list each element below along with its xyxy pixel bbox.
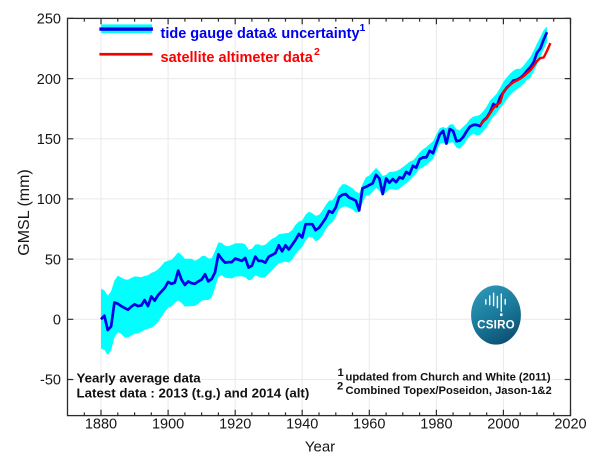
svg-text:updated from Church and White: updated from Church and White (2011) — [346, 371, 551, 383]
svg-text:Combined Topex/Poseidon, Jason: Combined Topex/Poseidon, Jason-1&2 — [346, 385, 552, 397]
svg-text:GMSL (mm): GMSL (mm) — [16, 169, 33, 256]
svg-text:satellite altimeter data: satellite altimeter data — [161, 50, 314, 66]
svg-text:-50: -50 — [40, 373, 61, 389]
svg-text:Yearly average data: Yearly average data — [77, 370, 202, 385]
svg-text:Latest data : 2013 (t.g.) and: Latest data : 2013 (t.g.) and 2014 (alt) — [77, 385, 310, 400]
svg-text:1960: 1960 — [353, 417, 385, 433]
svg-text:1940: 1940 — [286, 417, 318, 433]
svg-text:1900: 1900 — [152, 417, 184, 433]
svg-text:0: 0 — [53, 313, 61, 329]
svg-text:tide gauge data& uncertainty: tide gauge data& uncertainty — [161, 26, 360, 42]
svg-text:100: 100 — [37, 192, 61, 208]
svg-text:200: 200 — [37, 72, 61, 88]
svg-text:50: 50 — [45, 252, 61, 268]
svg-text:1880: 1880 — [85, 417, 117, 433]
svg-text:1: 1 — [338, 367, 344, 379]
svg-text:1980: 1980 — [420, 417, 452, 433]
svg-text:150: 150 — [37, 132, 61, 148]
svg-text:2000: 2000 — [487, 417, 519, 433]
svg-text:1: 1 — [360, 22, 366, 34]
svg-text:250: 250 — [37, 12, 61, 28]
svg-text:2: 2 — [314, 46, 320, 58]
svg-text:CSIRO: CSIRO — [477, 318, 515, 331]
svg-text:2: 2 — [337, 380, 343, 392]
svg-text:Year: Year — [305, 439, 335, 456]
svg-text:1920: 1920 — [219, 417, 251, 433]
svg-text:2020: 2020 — [554, 417, 586, 433]
